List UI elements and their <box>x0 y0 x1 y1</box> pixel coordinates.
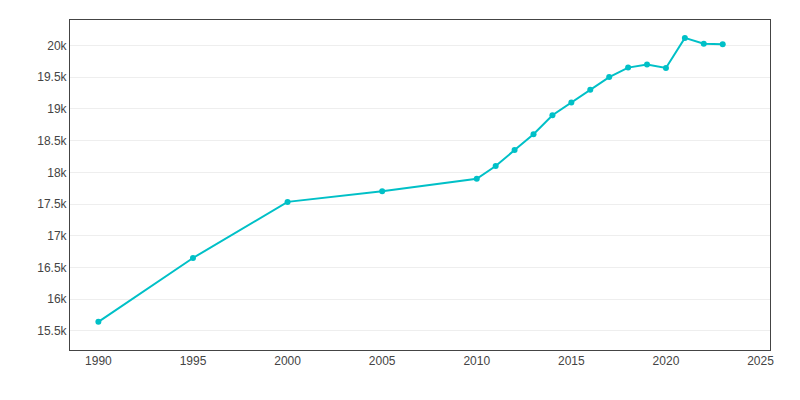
svg-text:17.5k: 17.5k <box>37 197 67 211</box>
svg-text:17k: 17k <box>47 229 67 243</box>
svg-text:20k: 20k <box>47 39 67 53</box>
svg-text:19.5k: 19.5k <box>37 70 67 84</box>
svg-text:18.5k: 18.5k <box>37 134 67 148</box>
svg-text:2010: 2010 <box>463 354 490 368</box>
svg-text:2020: 2020 <box>653 354 680 368</box>
svg-text:2015: 2015 <box>558 354 585 368</box>
svg-text:2000: 2000 <box>274 354 301 368</box>
svg-text:16k: 16k <box>47 292 67 306</box>
svg-text:2025: 2025 <box>747 354 774 368</box>
svg-text:16.5k: 16.5k <box>37 261 67 275</box>
svg-text:15.5k: 15.5k <box>37 324 67 338</box>
svg-text:19k: 19k <box>47 102 67 116</box>
svg-text:18k: 18k <box>47 166 67 180</box>
svg-text:1995: 1995 <box>180 354 207 368</box>
svg-text:2005: 2005 <box>369 354 396 368</box>
svg-text:1990: 1990 <box>85 354 112 368</box>
